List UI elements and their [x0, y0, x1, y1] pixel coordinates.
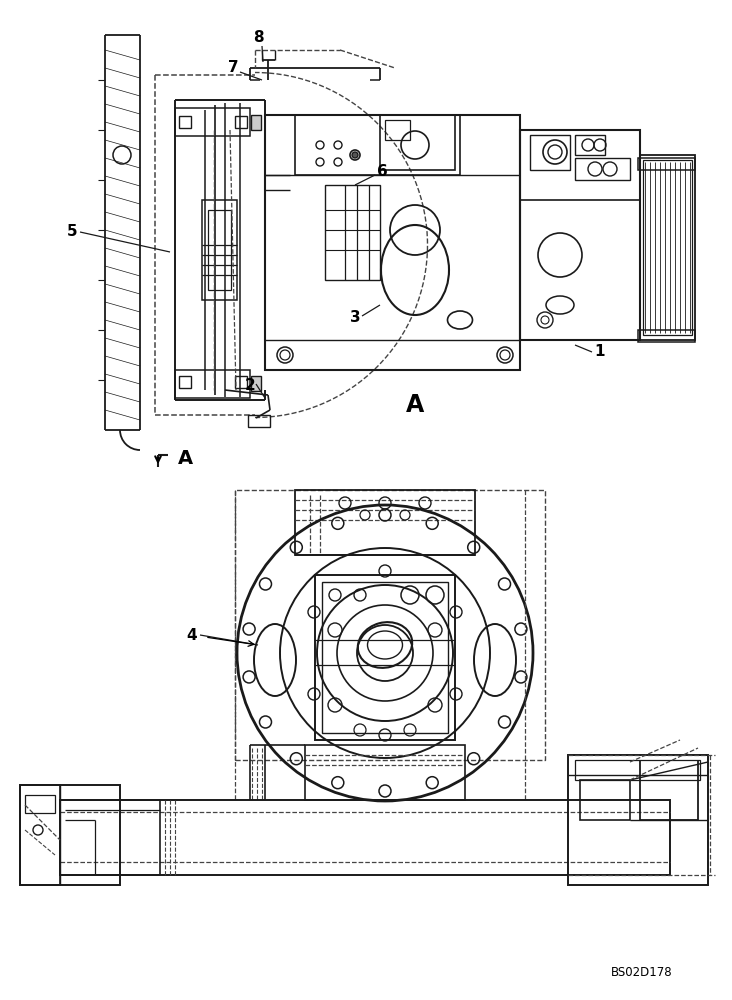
Bar [20, 785, 60, 885]
Bar [295, 490, 475, 555]
Bar [580, 780, 630, 820]
Bar [520, 130, 640, 340]
Circle shape [352, 152, 358, 158]
Bar [568, 755, 708, 885]
Bar [380, 115, 455, 170]
Bar [295, 115, 460, 175]
Bar [235, 116, 247, 128]
Text: 3: 3 [350, 310, 360, 326]
Bar [20, 785, 120, 885]
Text: 5: 5 [67, 225, 78, 239]
Bar [248, 415, 270, 427]
Bar [235, 376, 247, 388]
Text: BS02D178: BS02D178 [610, 966, 672, 978]
Bar [643, 160, 692, 335]
Bar [208, 210, 231, 290]
Bar [575, 135, 605, 155]
Text: 7: 7 [228, 60, 239, 76]
Bar [575, 158, 630, 180]
Bar [235, 490, 545, 760]
Bar [251, 115, 261, 130]
Bar [175, 108, 250, 136]
Bar [385, 120, 410, 140]
Bar [530, 135, 570, 170]
Bar [315, 575, 455, 740]
Text: A: A [178, 448, 193, 468]
Bar [175, 370, 250, 398]
Bar [251, 376, 261, 391]
Text: 6: 6 [377, 164, 387, 180]
Bar [520, 130, 640, 200]
Bar [25, 795, 55, 813]
Bar [640, 155, 695, 340]
Text: 2: 2 [244, 378, 255, 393]
Bar [638, 330, 695, 342]
Bar [305, 745, 465, 800]
Text: 1: 1 [594, 344, 605, 360]
Bar [179, 116, 191, 128]
Bar [60, 800, 670, 875]
Text: A: A [406, 393, 424, 417]
Bar [202, 200, 237, 300]
Bar [179, 376, 191, 388]
Bar [638, 158, 695, 170]
Text: 4: 4 [187, 628, 198, 643]
Bar [325, 185, 380, 280]
Bar [322, 582, 448, 733]
Bar [575, 760, 700, 780]
Text: 8: 8 [253, 29, 264, 44]
Bar [265, 115, 520, 370]
